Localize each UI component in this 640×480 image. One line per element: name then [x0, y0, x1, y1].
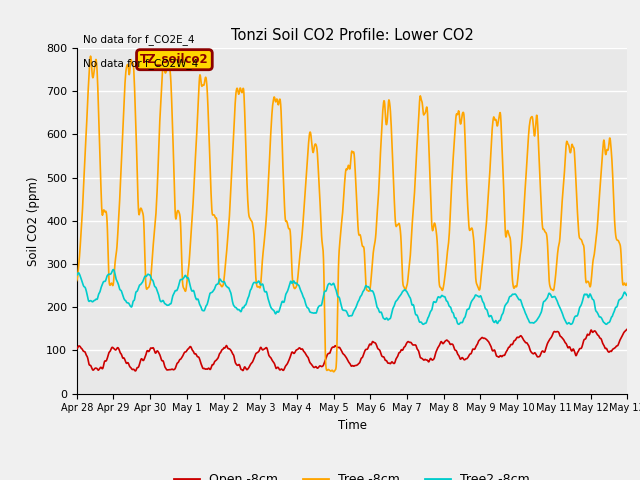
Y-axis label: Soil CO2 (ppm): Soil CO2 (ppm) [28, 176, 40, 265]
Text: TZ_soilco2: TZ_soilco2 [140, 53, 209, 66]
X-axis label: Time: Time [337, 419, 367, 432]
Title: Tonzi Soil CO2 Profile: Lower CO2: Tonzi Soil CO2 Profile: Lower CO2 [230, 28, 474, 43]
Text: No data for f_CO2E_4: No data for f_CO2E_4 [83, 34, 195, 45]
Legend: Open -8cm, Tree -8cm, Tree2 -8cm: Open -8cm, Tree -8cm, Tree2 -8cm [169, 468, 535, 480]
Text: No data for f_CO2W_4: No data for f_CO2W_4 [83, 58, 198, 69]
